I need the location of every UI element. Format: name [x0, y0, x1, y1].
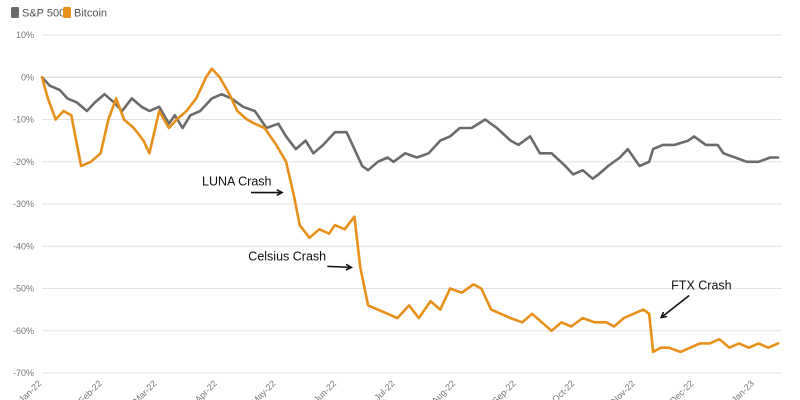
series-lines: [40, 67, 780, 354]
y-tick-label: -10%: [13, 115, 34, 125]
y-tick-label: 0%: [21, 72, 34, 82]
annotation-label: LUNA Crash: [202, 175, 272, 189]
x-tick-label: Jan-23: [730, 378, 757, 400]
x-tick-label: Jul-22: [372, 378, 396, 400]
series-line-bitcoin: [40, 67, 780, 354]
annotation-arrowhead: [659, 311, 668, 319]
x-tick-label: Jun-22: [312, 378, 339, 400]
annotation-label: Celsius Crash: [248, 249, 326, 263]
y-axis-ticks: 10% 0% -10% -20% -30% -40% -50% -60% -70%: [13, 30, 34, 378]
y-tick-label: -50%: [13, 284, 34, 294]
x-tick-label: Jan-22: [17, 378, 44, 400]
annotation-arrowhead: [276, 188, 284, 197]
legend-label-sp500: S&P 500: [22, 8, 65, 20]
x-tick-label: Apr-22: [193, 378, 219, 400]
annotation-arrowhead: [345, 263, 353, 271]
x-tick-label: Dec-22: [668, 378, 696, 400]
y-tick-label: -60%: [13, 326, 34, 336]
annotation-arrow: [660, 294, 690, 319]
x-axis-ticks: Jan-22 Feb-22 Mar-22 Apr-22 May-22 Jun-22 Jul-…: [17, 378, 756, 400]
y-tick-label: -40%: [13, 241, 34, 251]
annotation-label: FTX Crash: [671, 279, 731, 293]
x-tick-label: Sep-22: [490, 378, 518, 400]
y-tick-label: -30%: [13, 199, 34, 209]
x-tick-label: Aug-22: [430, 378, 458, 400]
annotations: LUNA Crash Celsius Crash FTX Crash: [202, 175, 732, 319]
legend-swatch-sp500: [11, 7, 19, 18]
y-tick-label: -20%: [13, 157, 34, 167]
y-tick-label: -70%: [13, 368, 34, 378]
legend-label-bitcoin: Bitcoin: [74, 8, 107, 20]
x-tick-label: May-22: [249, 378, 277, 400]
annotation-arrow: [327, 265, 352, 269]
x-tick-label: Mar-22: [131, 378, 158, 400]
y-tick-label: 10%: [16, 30, 34, 40]
x-tick-label: Feb-22: [77, 378, 104, 400]
series-line-s-p-500: [40, 76, 780, 180]
legend-swatch-bitcoin: [63, 7, 71, 18]
x-tick-label: Oct-22: [550, 378, 576, 400]
legend: S&P 500 Bitcoin: [11, 7, 107, 20]
gridlines: [42, 34, 782, 374]
series-points-s-p-500: [41, 76, 780, 180]
x-tick-label: Nov-22: [609, 378, 637, 400]
